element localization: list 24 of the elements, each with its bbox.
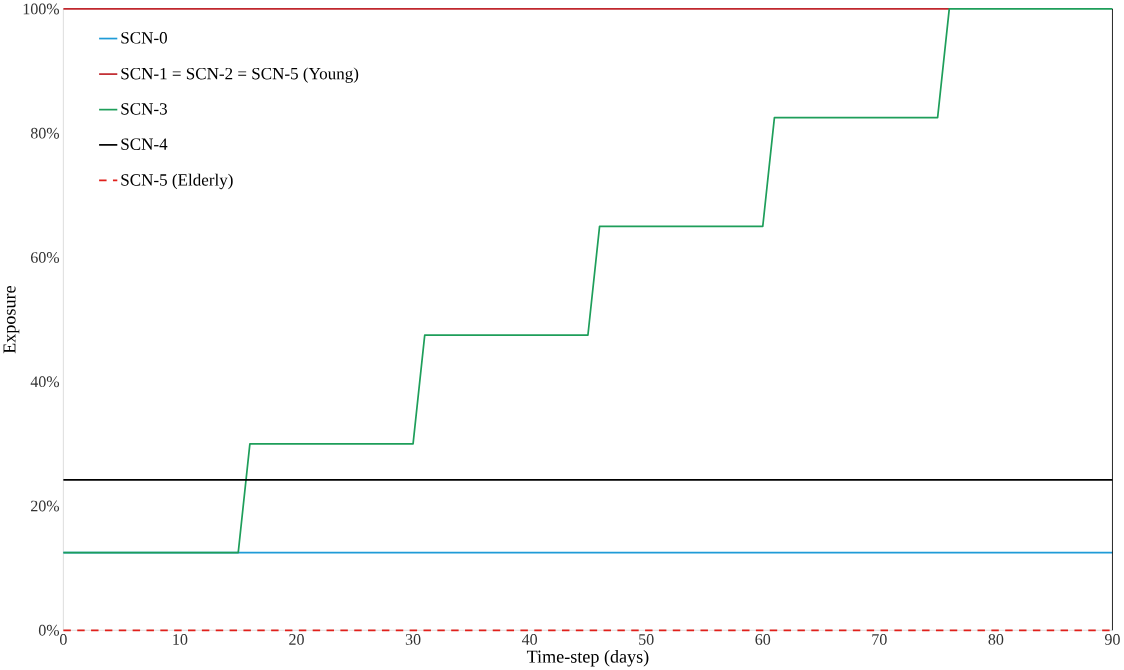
y-tick-label: 0%	[38, 624, 60, 636]
x-tick-label: 60	[755, 634, 771, 645]
x-tick-label: 10	[173, 634, 188, 645]
x-tick-label: 20	[289, 634, 304, 645]
x-axis-title: Time-step (days)	[526, 650, 649, 667]
legend-label: SCN-3	[121, 103, 167, 115]
x-tick-label: 40	[521, 634, 538, 645]
x-tick-label: 50	[639, 634, 654, 645]
y-tick-label: 40%	[30, 376, 60, 388]
x-tick-label: 70	[872, 634, 887, 645]
legend-label: SCN-1 = SCN-2 = SCN-5 (Young)	[121, 67, 359, 83]
legend-label: SCN-4	[121, 138, 168, 150]
x-tick-label: 0	[59, 634, 67, 645]
y-tick-label: 20%	[31, 500, 60, 512]
y-tick-label: 60%	[31, 252, 60, 263]
y-axis-title: Exposure	[3, 286, 20, 354]
x-tick-label: 90	[1104, 634, 1120, 645]
y-tick-label: 80%	[30, 127, 60, 139]
x-tick-label: 80	[988, 634, 1004, 645]
legend-label: SCN-0	[121, 32, 167, 44]
line-series	[62, 8, 1114, 554]
y-tick-label: 100%	[23, 3, 60, 15]
x-tick-label: 30	[405, 634, 421, 645]
legend-label: SCN-5 (Elderly)	[121, 173, 233, 190]
